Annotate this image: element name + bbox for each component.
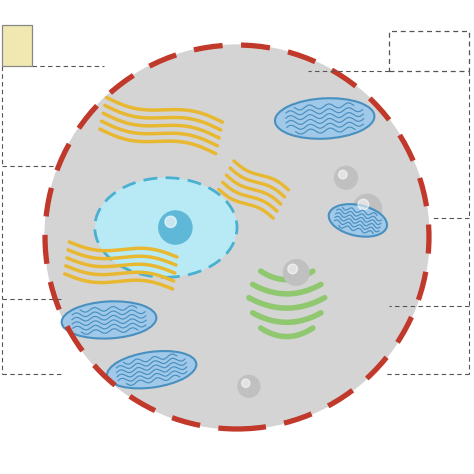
Circle shape: [45, 45, 429, 429]
Circle shape: [159, 211, 192, 244]
Circle shape: [238, 375, 260, 397]
FancyBboxPatch shape: [389, 31, 469, 71]
Circle shape: [338, 170, 347, 179]
FancyBboxPatch shape: [2, 25, 32, 66]
Circle shape: [353, 194, 382, 223]
Ellipse shape: [107, 351, 196, 388]
Circle shape: [358, 199, 369, 210]
Circle shape: [242, 379, 250, 387]
Ellipse shape: [275, 98, 374, 139]
Ellipse shape: [62, 301, 156, 338]
Ellipse shape: [95, 178, 237, 277]
Circle shape: [283, 260, 309, 285]
Circle shape: [335, 166, 357, 189]
Ellipse shape: [328, 204, 387, 237]
Circle shape: [288, 264, 298, 274]
Circle shape: [165, 216, 176, 228]
